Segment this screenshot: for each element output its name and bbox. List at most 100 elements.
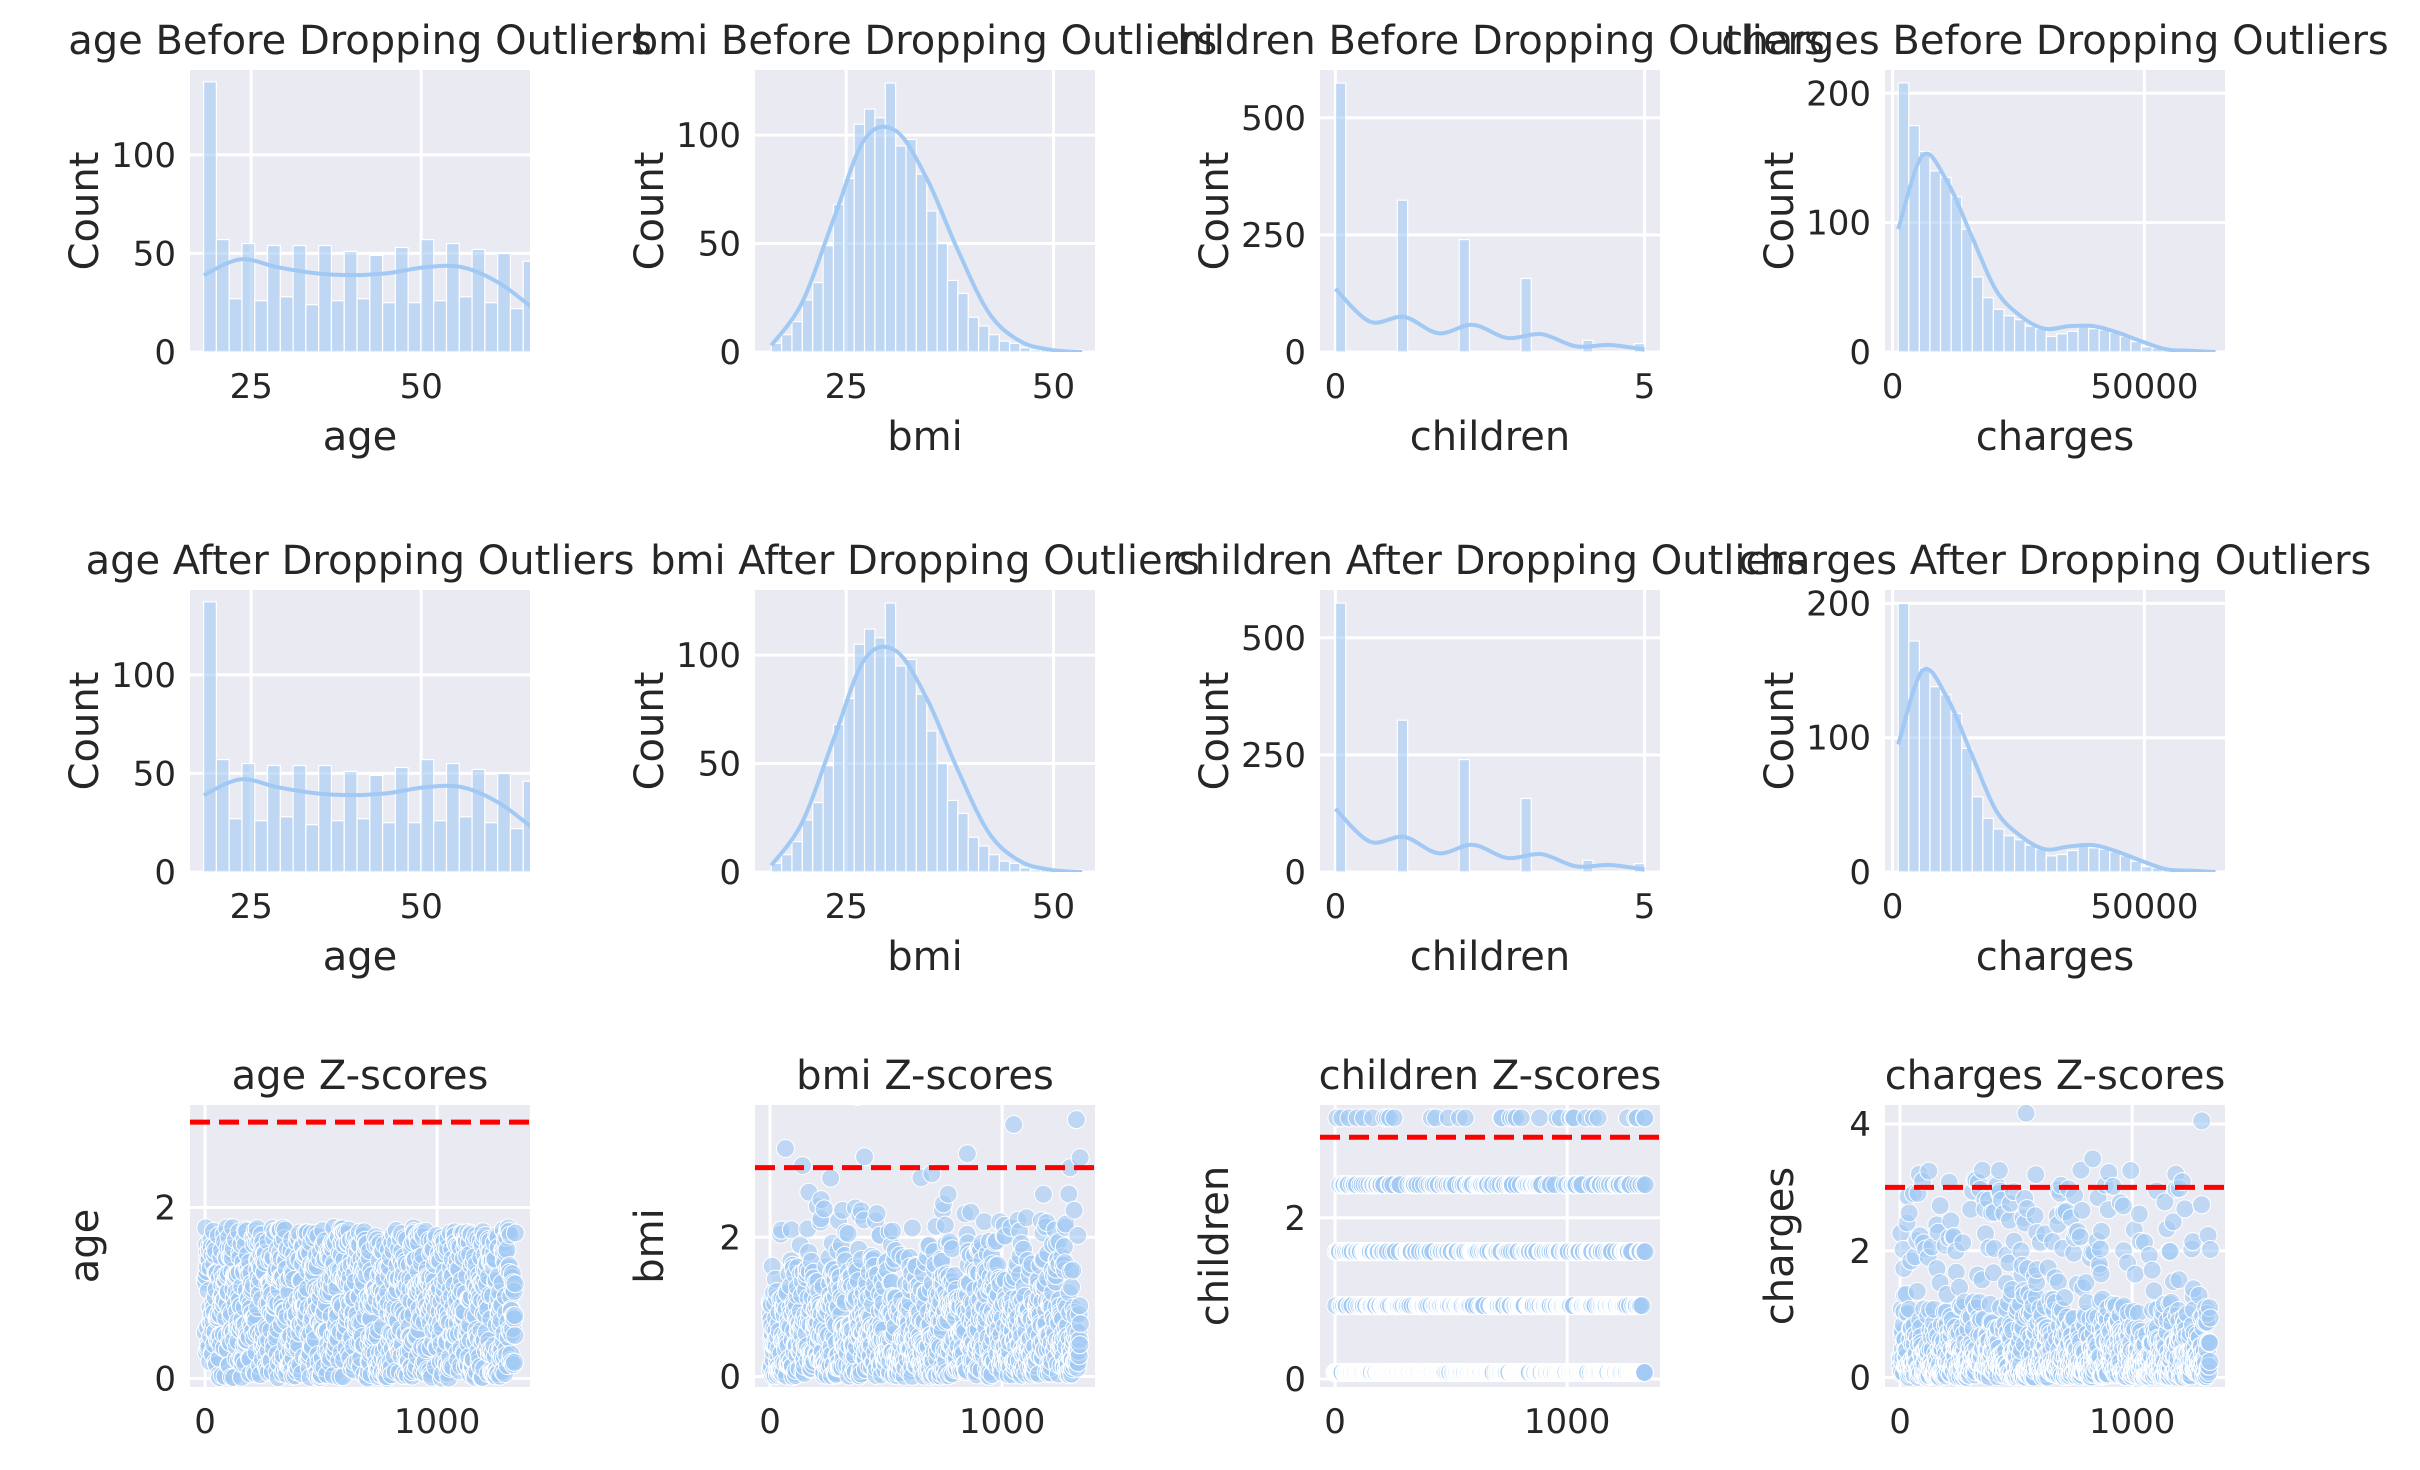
x-tick-label: 50000 — [2090, 367, 2198, 407]
y-tick-label: 0 — [154, 853, 176, 893]
histogram-bar — [420, 758, 435, 872]
histogram-bar — [2140, 346, 2153, 352]
histogram-bar — [215, 238, 230, 352]
histogram-bar — [884, 602, 897, 872]
histogram-bar — [2130, 860, 2143, 872]
subplot-title: age Before Dropping Outliers — [68, 18, 652, 64]
histogram-bar — [484, 302, 499, 352]
x-tick-label: 50 — [400, 887, 443, 927]
histogram-bar — [988, 334, 1000, 352]
scatter-point — [961, 1202, 981, 1222]
histogram-bar — [445, 242, 460, 352]
x-axis-label: charges — [1976, 414, 2134, 460]
scatter-point — [2016, 1105, 2036, 1123]
y-axis-label: Count — [1757, 152, 1803, 271]
histogram-bar — [812, 801, 824, 872]
histogram-bar — [1982, 297, 1995, 352]
histogram-bar — [2003, 835, 2016, 872]
histogram-bar — [915, 173, 928, 352]
subplot-title: children After Dropping Outliers — [1173, 538, 1808, 584]
histogram-bar — [2140, 866, 2153, 872]
histogram-bar — [936, 242, 949, 352]
histogram-bar — [2088, 847, 2100, 872]
histogram-bar — [330, 820, 345, 872]
histogram-bar — [266, 244, 281, 352]
histogram-bar — [497, 772, 512, 872]
x-axis-label: bmi — [887, 934, 962, 980]
y-tick-label: 0 — [719, 1358, 741, 1398]
scatter-point — [505, 1223, 525, 1243]
scatter-point — [1635, 1242, 1655, 1262]
histogram-bar — [1520, 277, 1532, 352]
histogram-bar — [1458, 238, 1471, 352]
histogram-bar — [1029, 869, 1042, 872]
scatter-point — [1635, 1175, 1655, 1195]
histogram-bar — [356, 818, 371, 872]
histogram-bar — [2077, 844, 2090, 872]
x-tick-label: 1000 — [394, 1402, 481, 1442]
kde-line — [769, 124, 1083, 352]
scatter-point — [1455, 1108, 1475, 1128]
x-tick-label: 0 — [1325, 367, 1347, 407]
y-axis-label: bmi — [627, 1208, 673, 1283]
histogram-bar — [998, 860, 1011, 872]
scatter-points — [760, 1105, 1090, 1387]
kde-line — [202, 777, 530, 829]
scatter-point — [1384, 1108, 1404, 1128]
histogram-bar — [343, 770, 358, 872]
histogram-bar — [407, 302, 422, 352]
histogram-bar — [2098, 848, 2111, 872]
histogram-bar — [433, 300, 448, 352]
plot-content — [1896, 602, 2217, 872]
histogram-bar — [2024, 325, 2037, 352]
scatter-point — [1004, 1114, 1024, 1134]
histogram-bar — [394, 766, 409, 872]
subplot-title: bmi Z-scores — [796, 1053, 1054, 1099]
scatter-point — [2026, 1165, 2046, 1185]
histogram-bar — [2130, 341, 2143, 352]
plot-content — [769, 82, 1083, 352]
histogram-bar — [998, 340, 1011, 352]
x-tick-label: 1000 — [1524, 1402, 1611, 1442]
histogram-bar — [1918, 667, 1931, 872]
x-axis-label: children — [1410, 934, 1571, 980]
scatter-point — [775, 1139, 795, 1159]
y-tick-label: 50 — [133, 754, 176, 794]
y-tick-label: 0 — [719, 333, 741, 373]
y-axis-label: Count — [627, 672, 673, 791]
histogram-bar — [988, 854, 1000, 872]
histogram-bar — [394, 246, 409, 352]
scatter-point — [1635, 1108, 1655, 1128]
histogram-bar — [2035, 848, 2047, 872]
histogram-bar — [458, 296, 473, 352]
subplot-title: children Before Dropping Outliers — [1155, 18, 1825, 64]
kde-line — [202, 257, 530, 309]
histogram-bar — [458, 816, 473, 872]
scatter-points — [195, 1218, 525, 1387]
scatter-point — [1588, 1108, 1608, 1128]
x-tick-label: 5 — [1634, 367, 1656, 407]
histogram-bar — [781, 854, 793, 872]
subplot-title: age After Dropping Outliers — [86, 538, 635, 584]
histogram-bar — [2035, 328, 2047, 352]
scatter-point — [1511, 1108, 1531, 1128]
histogram-bar — [484, 822, 499, 872]
y-tick-label: 2 — [154, 1189, 176, 1229]
histogram-bar — [445, 762, 460, 872]
scatter-point — [1530, 1108, 1550, 1128]
x-tick-label: 1000 — [959, 1402, 1046, 1442]
scatter-point — [1070, 1148, 1090, 1168]
histogram-bar — [1982, 817, 1995, 872]
x-tick-label: 50 — [400, 367, 443, 407]
histogram-bar — [381, 822, 396, 872]
y-tick-label: 2 — [1284, 1199, 1306, 1239]
x-axis-label: children — [1410, 414, 1571, 460]
histogram-bar — [977, 325, 990, 352]
x-tick-label: 50 — [1032, 367, 1075, 407]
histogram-bar — [471, 768, 486, 872]
